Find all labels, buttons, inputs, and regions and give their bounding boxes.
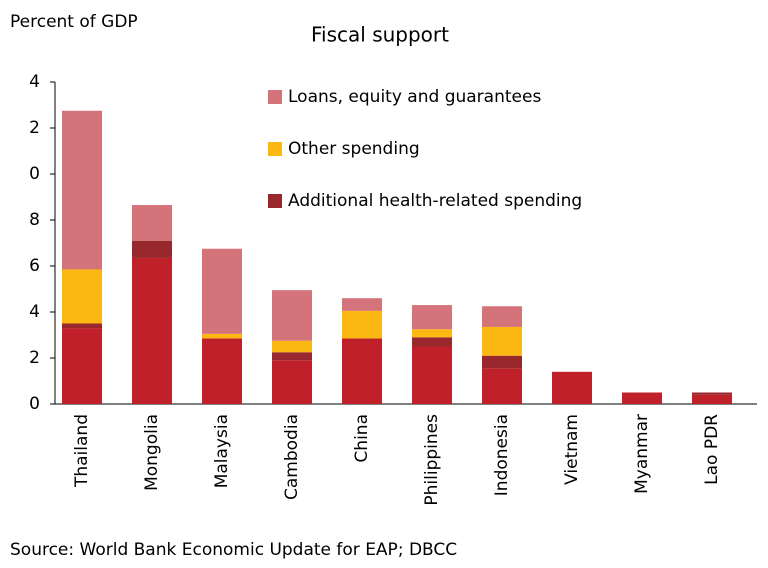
bar-segment: [622, 392, 662, 404]
bar-segment: [552, 371, 592, 404]
y-tick-label: 2: [29, 348, 40, 368]
bar-segment: [62, 328, 102, 404]
bar-segment: [412, 329, 452, 338]
legend-label: Loans, equity and guarantees: [288, 87, 541, 107]
y-tick-label: 2: [29, 118, 40, 138]
x-tick-label: Cambodia: [282, 414, 302, 500]
x-tick-label: Lao PDR: [702, 414, 722, 485]
bar-segment: [692, 392, 732, 395]
x-tick-label: Mongolia: [142, 414, 162, 491]
bar-segment: [132, 205, 172, 241]
bar-segment: [62, 110, 102, 270]
bar-segment: [272, 352, 312, 361]
y-tick-label: 8: [29, 210, 40, 230]
x-tick-label: Myanmar: [632, 414, 652, 494]
y-axis-label: Percent of GDP: [10, 12, 138, 32]
y-tick-label: 0: [29, 394, 40, 414]
legend-swatch: [268, 90, 282, 104]
bar-segment: [272, 290, 312, 341]
x-tick-label: Vietnam: [562, 414, 582, 485]
bar-segment: [342, 298, 382, 311]
bar-segment: [342, 338, 382, 404]
legend-label: Other spending: [288, 139, 420, 159]
y-tick-label: 6: [29, 256, 40, 276]
bar-segment: [342, 310, 382, 339]
bar-segment: [482, 326, 522, 356]
x-tick-label: China: [352, 414, 372, 463]
legend-swatch: [268, 142, 282, 156]
y-tick-label: 4: [29, 72, 40, 92]
y-tick-label: 4: [29, 302, 40, 322]
bar-segment: [202, 333, 242, 339]
y-tick-label: 0: [29, 164, 40, 184]
x-tick-label: Philippines: [422, 414, 442, 506]
bar-segment: [62, 323, 102, 329]
bar-segment: [132, 240, 172, 258]
bar-segment: [202, 338, 242, 404]
chart-title: Fiscal support: [311, 23, 449, 47]
bar-segment: [482, 306, 522, 327]
legend-swatch: [268, 194, 282, 208]
legend-label: Additional health-related spending: [288, 191, 582, 211]
source-note: Source: World Bank Economic Update for E…: [10, 540, 457, 560]
bar-segment: [692, 394, 732, 404]
bar-segment: [412, 346, 452, 404]
x-tick-label: Thailand: [72, 414, 92, 488]
bar-segment: [412, 337, 452, 347]
bar-segment: [272, 360, 312, 404]
bar-segment: [272, 340, 312, 353]
x-tick-label: Malaysia: [212, 414, 232, 488]
bar-segment: [482, 355, 522, 369]
bar-segment: [482, 368, 522, 404]
bar-segment: [62, 269, 102, 324]
bar-segment: [202, 248, 242, 334]
x-tick-label: Indonesia: [492, 414, 512, 496]
bar-segment: [132, 257, 172, 404]
bar-segment: [412, 305, 452, 330]
